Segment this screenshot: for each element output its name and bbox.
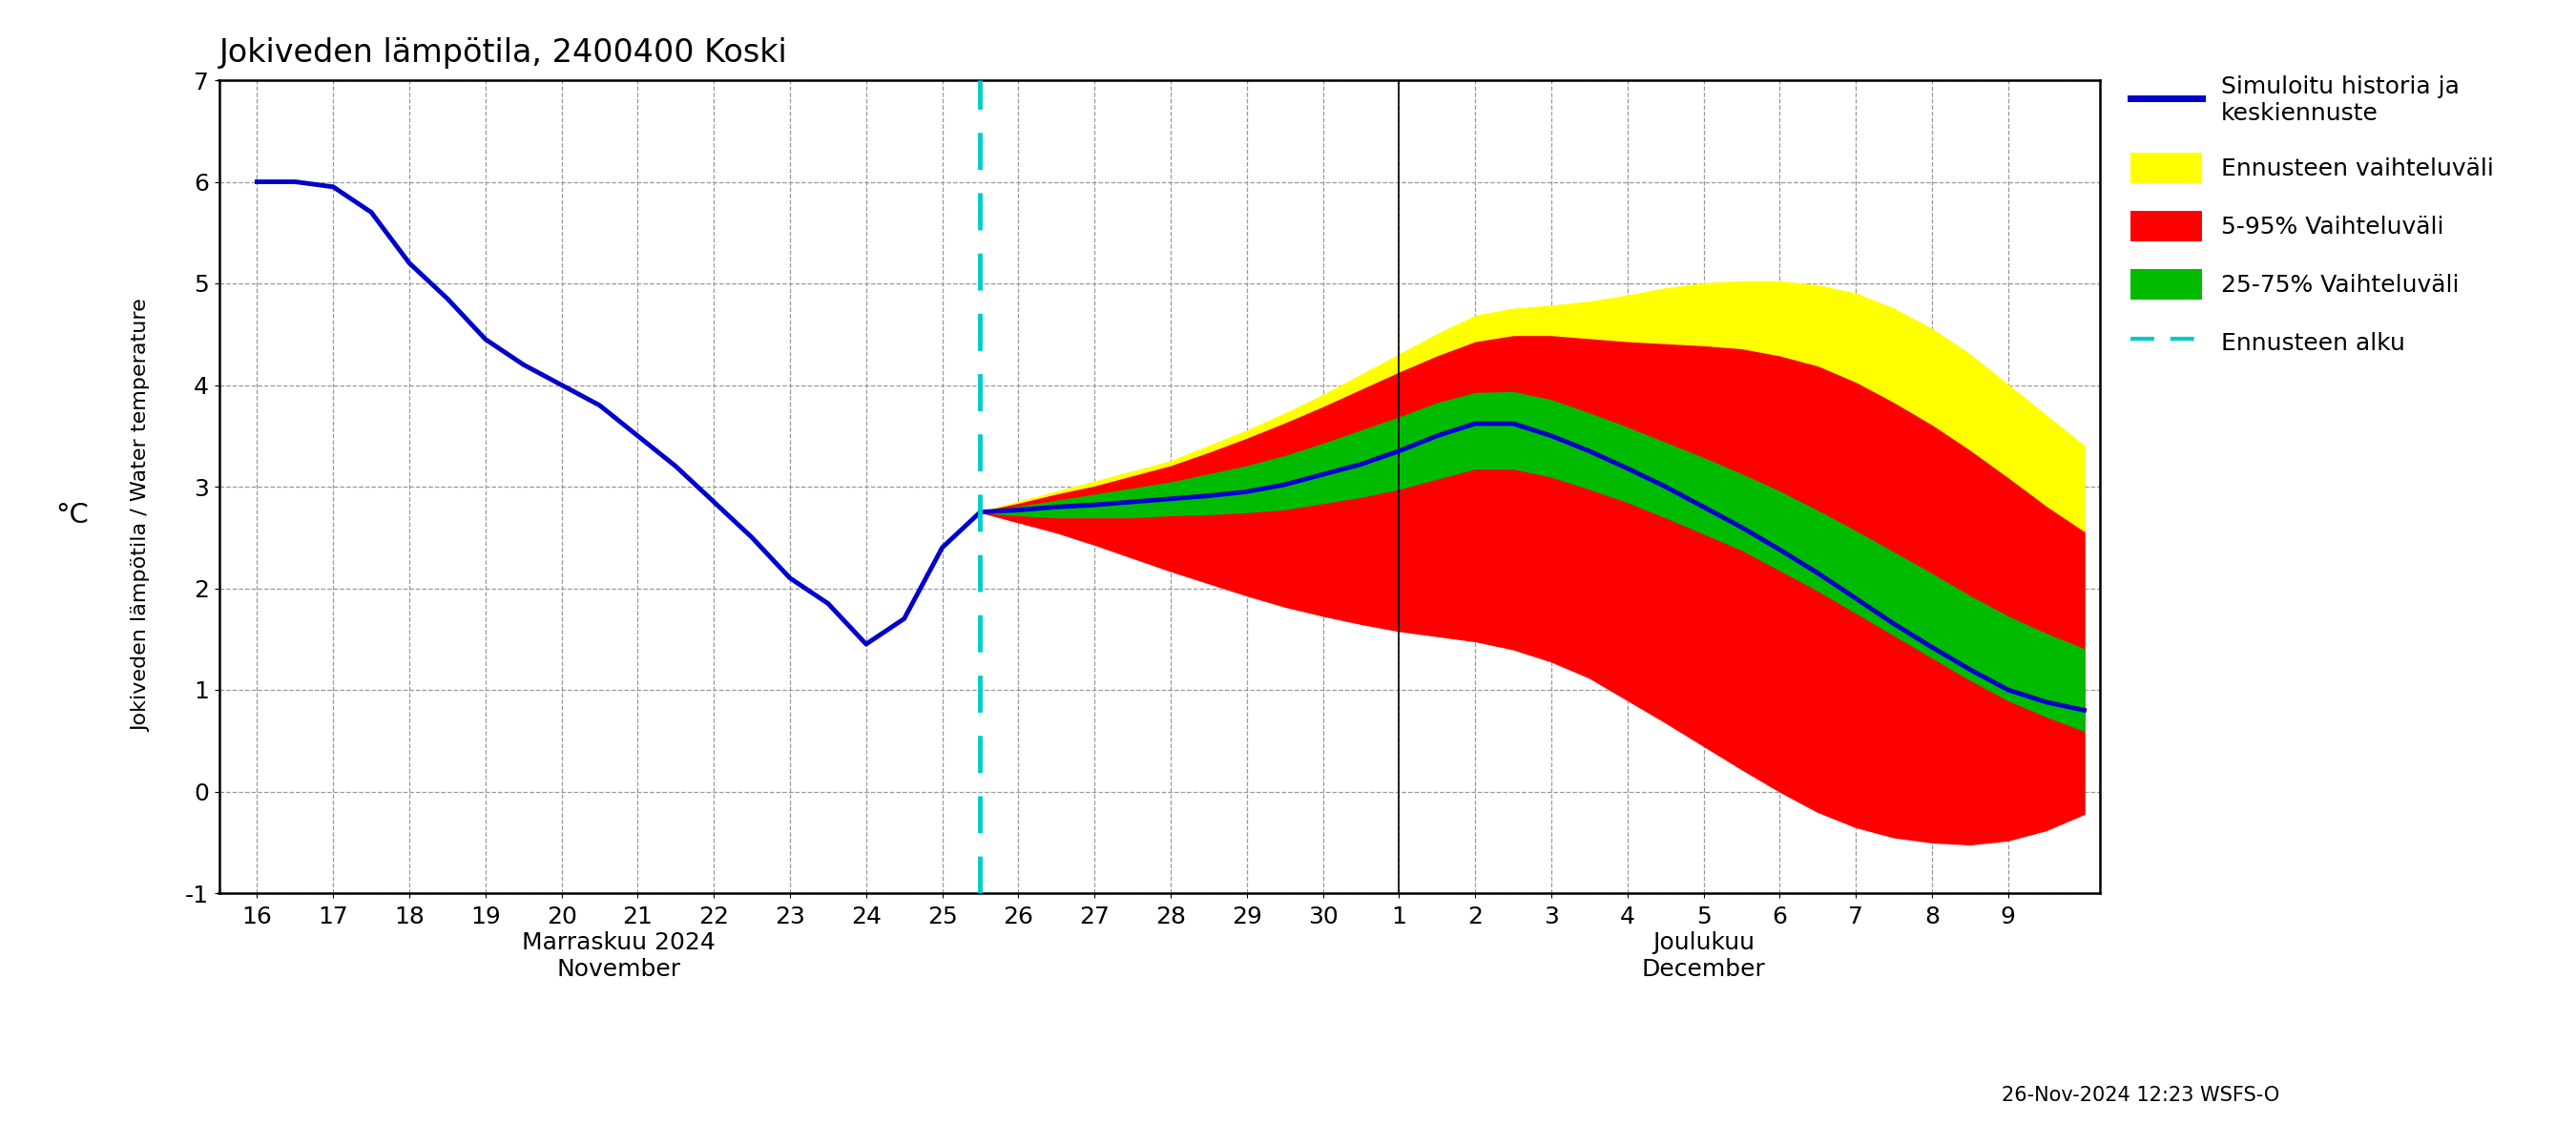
Text: Jokiveden lämpötila / Water temperature: Jokiveden lämpötila / Water temperature bbox=[131, 299, 152, 732]
Text: Jokiveden lämpötila, 2400400 Koski: Jokiveden lämpötila, 2400400 Koski bbox=[219, 37, 788, 69]
Legend: Simuloitu historia ja
keskiennuste, Ennusteen vaihteluväli, 5-95% Vaihteluväli, : Simuloitu historia ja keskiennuste, Ennu… bbox=[2130, 76, 2494, 357]
Text: °C: °C bbox=[57, 502, 88, 529]
Text: 26-Nov-2024 12:23 WSFS-O: 26-Nov-2024 12:23 WSFS-O bbox=[2002, 1085, 2280, 1105]
Text: Marraskuu 2024
November: Marraskuu 2024 November bbox=[523, 932, 716, 981]
Text: Joulukuu
December: Joulukuu December bbox=[1641, 932, 1765, 981]
